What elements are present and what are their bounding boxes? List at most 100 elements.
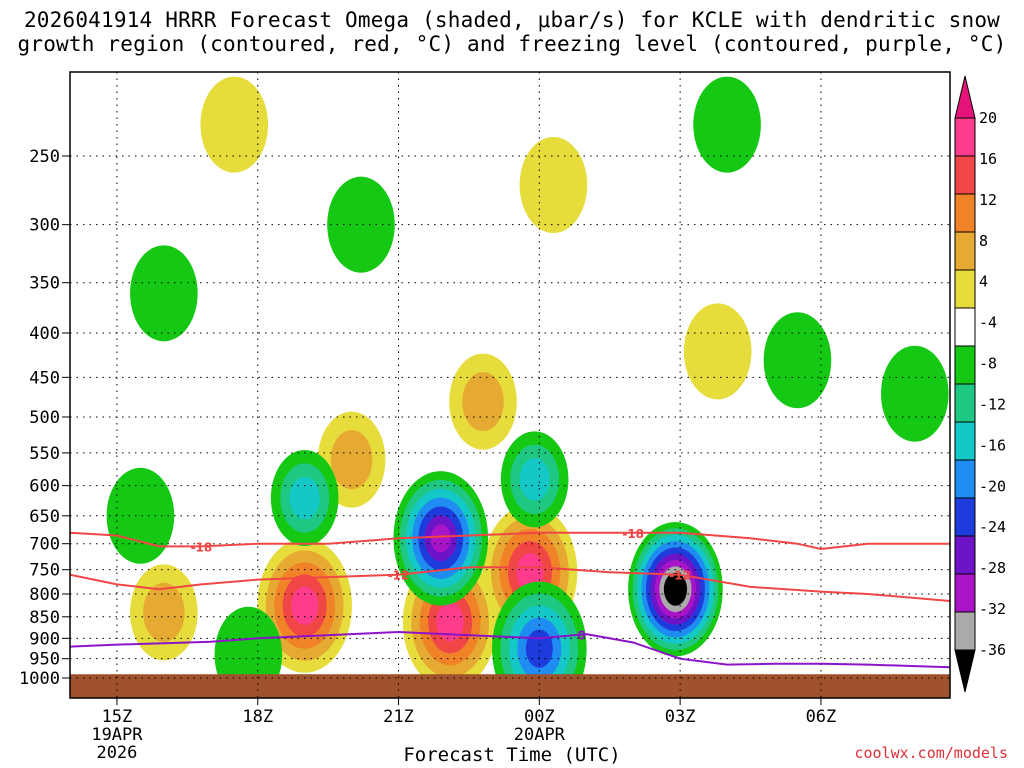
x-tick-label: 00Z [524,707,555,727]
x-tick-label: 06Z [806,707,837,727]
omega-cell [393,471,489,606]
y-tick-label: 250 [29,147,60,167]
y-tick-label: 850 [29,608,60,628]
omega-contour-band [106,467,175,564]
colorbar-label: -28 [979,559,1006,577]
colorbar-swatch [954,573,976,613]
y-tick-label: 400 [29,324,60,344]
omega-cell [500,431,569,528]
isotherm-label: -18 [191,540,213,554]
x-axis-title: Forecast Time (UTC) [403,744,621,766]
colorbar-swatch [954,459,976,499]
colorbar-swatch [954,307,976,347]
x-tick-label: 18Z [242,707,273,727]
y-tick-label: 500 [29,408,60,428]
isotherm--18 [70,531,950,551]
colorbar-label: -4 [979,314,997,332]
colorbar-label: -20 [979,477,1006,495]
colorbar-label: 12 [979,191,997,209]
y-tick-label: 800 [29,585,60,605]
y-tick-label: 650 [29,507,60,527]
omega-cell [130,245,198,342]
colorbar-swatch [954,421,976,461]
omega-contour-band [462,372,504,432]
y-tick-label: 900 [29,629,60,649]
ground-layer [70,674,950,698]
x-tick-label: 21Z [383,707,414,727]
omega-cell [763,312,832,409]
y-tick-label: 300 [29,216,60,236]
ground-surface [70,674,950,698]
colorbar-swatch [954,155,976,195]
omega-contour-band [330,430,373,490]
omega-contour-band [525,629,553,668]
omega-contour-band [881,345,949,442]
isotherm-0 [70,630,950,669]
omega-contour-band [130,245,198,342]
isotherm--12 [70,566,950,602]
colorbar-swatch [954,611,976,651]
colorbar-swatch [954,497,976,537]
colorbar-label: -32 [979,600,1006,618]
colorbar-swatch [954,383,976,423]
omega-cell [270,450,339,547]
colorbar-swatch [954,231,976,271]
omega-contour-band [143,582,185,642]
colorbar: 20 16 12 8 4 -4 -8 -12 -16 -20 -24 -28 -32 -36 [954,75,1006,693]
omega-contour-band [693,76,761,173]
isotherm-label: -18 [622,527,644,541]
omega-cell [519,136,588,233]
colorbar-swatch [954,193,976,233]
omega-contour-band [683,303,752,400]
colorbar-label: -16 [979,436,1006,454]
x-tick-year: 2026 [96,743,137,763]
colorbar-label: -8 [979,355,997,373]
y-axis: 2503003504004505005506006507007508008509… [19,147,70,689]
omega-cell [492,581,587,698]
y-tick-label: 600 [29,477,60,497]
omega-contour-band [519,457,550,501]
colorbar-label: 4 [979,273,988,291]
colorbar-swatch [954,117,976,157]
omega-contour-band [327,176,395,273]
omega-contour-band [291,586,319,625]
isotherm-label: -12 [669,569,691,583]
y-tick-label: 1000 [19,669,60,689]
x-tick-date: 19APR [91,725,143,745]
chart-title-line-2: growth region (contoured, red, °C) and f… [17,32,1007,56]
colorbar-top-arrow [954,75,976,119]
omega-cell [327,176,395,273]
omega-cell [628,522,723,657]
omega-contour-band [519,136,588,233]
omega-contour-band [668,579,683,600]
omega-cell [683,303,752,400]
y-tick-label: 950 [29,650,60,670]
colorbar-swatch [954,269,976,309]
omega-contour-band [200,76,269,173]
omega-cell [402,554,498,690]
plot-frame [69,71,951,699]
colorbar-label: -12 [979,395,1006,413]
x-tick-date: 20APR [514,725,566,745]
omega-cell [881,345,949,442]
y-tick-label: 350 [29,274,60,294]
y-tick-label: 450 [29,368,60,388]
colorbar-swatch [954,345,976,385]
colorbar-label: 8 [979,232,988,250]
chart-title-line-1: 2026041914 HRRR Forecast Omega (shaded, … [23,8,1001,32]
omega-cell [693,76,761,173]
colorbar-label: -24 [979,518,1006,536]
omega-cell [130,564,198,661]
colorbar-label: 20 [979,109,997,127]
colorbar-label: 16 [979,150,997,168]
y-tick-label: 700 [29,535,60,555]
colorbar-label: -36 [979,641,1006,659]
grid-layer [70,72,950,698]
y-tick-label: 550 [29,444,60,464]
omega-contour-band [430,524,451,553]
omega-cell [106,467,175,564]
x-tick-label: 15Z [102,707,133,727]
omega-contour-band [436,602,464,642]
omega-contour-band [289,476,320,520]
